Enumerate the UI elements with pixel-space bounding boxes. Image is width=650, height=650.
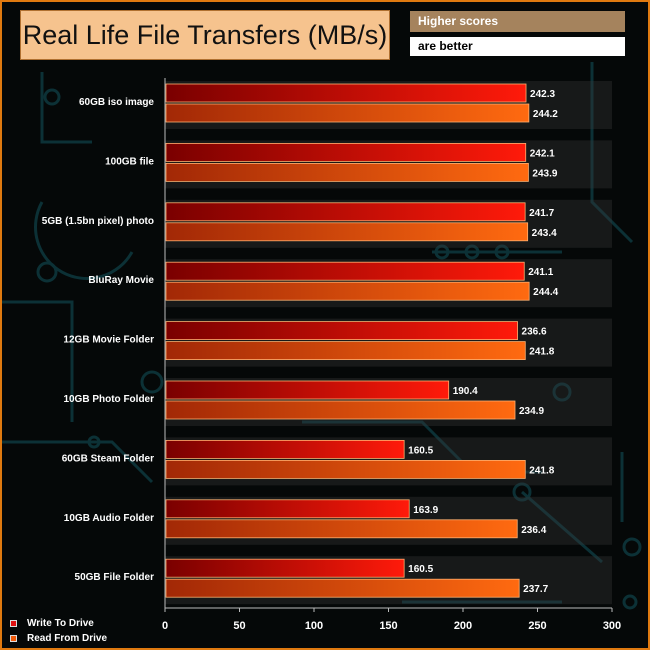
legend-swatch-read	[10, 635, 17, 642]
bars-group	[165, 83, 530, 598]
are-better-note: are better	[410, 37, 625, 56]
bar-write	[165, 142, 527, 162]
higher-scores-note: Higher scores	[410, 11, 625, 32]
category-label: 12GB Movie Folder	[63, 335, 154, 346]
value-label-write: 241.1	[528, 267, 553, 278]
x-tick-label: 250	[528, 620, 546, 632]
bar-read	[165, 281, 530, 301]
value-label-write: 242.1	[530, 148, 555, 159]
value-label-read: 237.7	[523, 584, 548, 595]
value-label-read: 241.8	[529, 465, 554, 476]
legend-label-read: Read From Drive	[27, 633, 108, 644]
value-label-write: 160.5	[408, 564, 433, 575]
bar-write	[165, 439, 405, 459]
value-label-write: 190.4	[453, 386, 478, 397]
bar-write	[165, 202, 526, 222]
value-label-read: 244.4	[533, 287, 558, 298]
category-label: 60GB Steam Folder	[62, 453, 154, 464]
x-tick-label: 0	[162, 620, 168, 632]
bar-read	[165, 400, 516, 420]
value-label-read: 243.4	[532, 228, 557, 239]
x-tick-label: 100	[305, 620, 323, 632]
value-label-read: 236.4	[521, 525, 546, 536]
value-label-read: 243.9	[532, 168, 557, 179]
legend: Write To Drive Read From Drive	[10, 616, 107, 646]
bar-read	[165, 519, 518, 539]
bar-read	[165, 162, 529, 182]
bar-read	[165, 459, 526, 479]
axes-group: 0 50 100 150 200 250 300	[162, 78, 621, 632]
chart-title-box: Real Life File Transfers (MB/s)	[20, 10, 390, 60]
category-label: 10GB Photo Folder	[63, 394, 154, 405]
value-label-write: 236.6	[522, 327, 547, 338]
bar-write	[165, 380, 450, 400]
x-tick-label: 200	[454, 620, 472, 632]
x-tick-label: 50	[233, 620, 245, 632]
chart-title: Real Life File Transfers (MB/s)	[22, 19, 388, 50]
bar-write	[165, 321, 518, 341]
bar-read	[165, 103, 530, 123]
value-label-write: 163.9	[413, 505, 438, 516]
value-label-write: 241.7	[529, 208, 554, 219]
value-label-write: 242.3	[530, 89, 555, 100]
bar-read	[165, 222, 529, 242]
legend-item-read: Read From Drive	[10, 631, 107, 646]
value-label-read: 244.2	[533, 109, 558, 120]
category-label: 50GB File Folder	[75, 572, 155, 583]
labels-group: 60GB iso image 242.3 244.2 100GB file 242.1 2…	[42, 89, 559, 595]
legend-item-write: Write To Drive	[10, 616, 107, 631]
x-tick-label: 150	[379, 620, 397, 632]
bar-read	[165, 578, 520, 598]
legend-swatch-write	[10, 620, 17, 627]
value-label-write: 160.5	[408, 445, 433, 456]
x-tick-label: 300	[603, 620, 621, 632]
bar-write	[165, 261, 525, 281]
category-label: 100GB file	[105, 156, 154, 167]
bar-write	[165, 558, 405, 578]
category-label: 60GB iso image	[79, 97, 154, 108]
bar-read	[165, 341, 526, 361]
category-label: 5GB (1.5bn pixel) photo	[42, 216, 154, 227]
bar-write	[165, 499, 410, 519]
category-label: BluRay Movie	[88, 275, 154, 286]
value-label-read: 234.9	[519, 406, 544, 417]
category-label: 10GB Audio Folder	[64, 513, 154, 524]
legend-label-write: Write To Drive	[27, 618, 94, 629]
bar-write	[165, 83, 527, 103]
value-label-read: 241.8	[529, 347, 554, 358]
